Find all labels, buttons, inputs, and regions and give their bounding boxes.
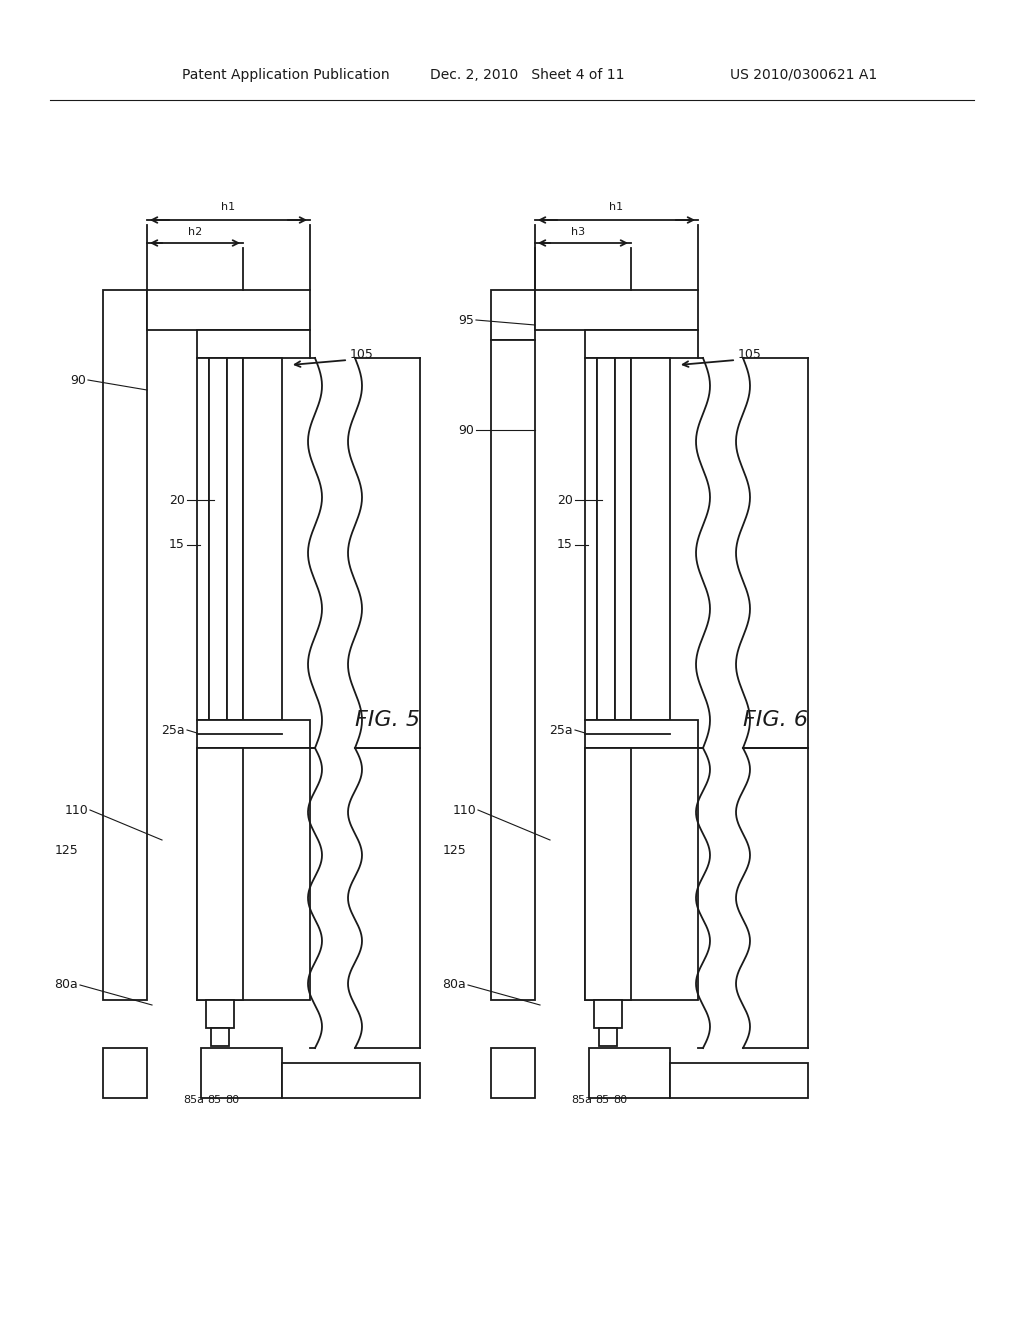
- Text: FIG. 5: FIG. 5: [355, 710, 420, 730]
- Bar: [227, 358, 243, 719]
- Text: h1: h1: [609, 202, 623, 213]
- Text: Dec. 2, 2010   Sheet 4 of 11: Dec. 2, 2010 Sheet 4 of 11: [430, 69, 625, 82]
- Text: 110: 110: [65, 804, 88, 817]
- Text: h2: h2: [187, 227, 202, 238]
- Text: 25a: 25a: [549, 723, 573, 737]
- Bar: [243, 358, 282, 719]
- Bar: [147, 290, 310, 330]
- Bar: [535, 290, 698, 330]
- Bar: [615, 358, 631, 719]
- Text: 80a: 80a: [54, 978, 78, 991]
- Bar: [594, 1001, 622, 1028]
- Bar: [197, 748, 243, 1001]
- Bar: [197, 358, 209, 719]
- Text: 15: 15: [557, 539, 573, 552]
- Text: 85a: 85a: [571, 1096, 593, 1105]
- Bar: [201, 1048, 282, 1098]
- Text: FIG. 6: FIG. 6: [743, 710, 808, 730]
- Bar: [585, 719, 698, 748]
- Bar: [211, 1028, 229, 1045]
- Bar: [206, 1001, 234, 1028]
- Text: 80: 80: [613, 1096, 627, 1105]
- Bar: [490, 290, 535, 341]
- Bar: [585, 748, 698, 1001]
- Text: 80a: 80a: [442, 978, 466, 991]
- Bar: [597, 358, 615, 719]
- Bar: [282, 1063, 420, 1098]
- Text: 85: 85: [207, 1096, 221, 1105]
- Text: 80: 80: [225, 1096, 239, 1105]
- Text: 110: 110: [453, 804, 476, 817]
- Bar: [197, 748, 310, 1001]
- Bar: [585, 358, 597, 719]
- Bar: [670, 1063, 808, 1098]
- Bar: [490, 1048, 535, 1098]
- Text: Patent Application Publication: Patent Application Publication: [182, 69, 389, 82]
- Bar: [599, 1028, 617, 1045]
- Bar: [103, 290, 147, 1001]
- Text: 105: 105: [738, 348, 762, 362]
- Bar: [585, 748, 631, 1001]
- Text: 125: 125: [442, 843, 466, 857]
- Text: h3: h3: [571, 227, 585, 238]
- Text: 15: 15: [169, 539, 185, 552]
- Text: h1: h1: [221, 202, 236, 213]
- Bar: [103, 1048, 147, 1098]
- Text: 85a: 85a: [183, 1096, 205, 1105]
- Text: 25a: 25a: [162, 723, 185, 737]
- Bar: [631, 358, 670, 719]
- Bar: [197, 330, 310, 358]
- Bar: [209, 358, 227, 719]
- Bar: [589, 1048, 670, 1098]
- Text: 95: 95: [458, 314, 474, 326]
- Text: 20: 20: [557, 494, 573, 507]
- Text: 105: 105: [350, 348, 374, 362]
- Bar: [197, 719, 310, 748]
- Text: 85: 85: [595, 1096, 609, 1105]
- Text: 125: 125: [54, 843, 78, 857]
- Bar: [585, 330, 698, 358]
- Text: 20: 20: [169, 494, 185, 507]
- Text: 90: 90: [458, 424, 474, 437]
- Text: 90: 90: [70, 374, 86, 387]
- Bar: [490, 341, 535, 1001]
- Text: US 2010/0300621 A1: US 2010/0300621 A1: [730, 69, 878, 82]
